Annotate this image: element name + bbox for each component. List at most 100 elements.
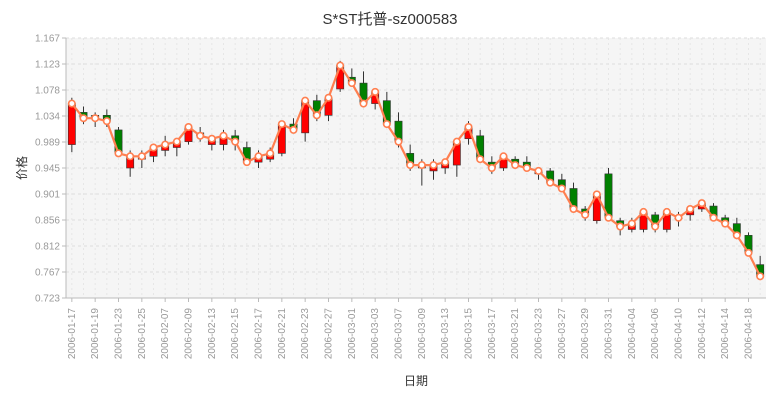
y-tick-label: 1.167 <box>35 34 60 45</box>
close-point <box>347 79 356 88</box>
close-point <box>441 158 450 167</box>
x-tick-label: 2006-01-17 <box>67 308 78 360</box>
x-tick-label: 2006-02-13 <box>207 308 218 360</box>
close-point <box>231 137 240 146</box>
close-point <box>499 152 508 161</box>
close-point <box>406 161 415 170</box>
x-tick-label: 2006-03-31 <box>604 308 615 360</box>
close-point <box>756 272 765 281</box>
close-point <box>674 213 683 222</box>
candle-body <box>67 103 76 145</box>
close-point <box>522 164 531 173</box>
x-tick-label: 2006-02-27 <box>324 308 335 360</box>
close-point <box>184 123 193 132</box>
y-axis-label: 价格 <box>14 156 29 180</box>
close-point <box>219 131 228 140</box>
y-tick-label: 0.945 <box>35 164 60 175</box>
close-point <box>371 87 380 96</box>
x-tick-label: 2006-01-25 <box>137 308 148 360</box>
close-point <box>546 178 555 187</box>
x-axis-label: 日期 <box>404 374 428 388</box>
close-point <box>476 155 485 164</box>
x-tick-label: 2006-03-17 <box>487 308 498 360</box>
x-tick-label: 2006-04-04 <box>627 308 638 360</box>
x-tick-label: 2006-02-09 <box>184 308 195 360</box>
close-point <box>196 131 205 140</box>
x-tick-label: 2006-03-07 <box>394 308 405 360</box>
close-point <box>336 61 345 70</box>
close-point <box>394 137 403 146</box>
close-point <box>697 199 706 208</box>
y-tick-label: 0.767 <box>35 268 60 279</box>
y-tick-label: 1.123 <box>35 60 60 71</box>
close-point <box>557 184 566 193</box>
close-point <box>359 99 368 108</box>
x-tick-label: 2006-02-07 <box>160 308 171 360</box>
x-tick-label: 2006-02-23 <box>300 308 311 360</box>
x-tick-label: 2006-04-12 <box>697 308 708 360</box>
x-tick-label: 2006-03-01 <box>347 308 358 360</box>
close-point <box>91 114 100 123</box>
close-point <box>744 248 753 257</box>
x-tick-label: 2006-04-06 <box>650 308 661 360</box>
close-point <box>417 161 426 170</box>
y-tick-label: 0.856 <box>35 216 60 227</box>
close-point <box>429 161 438 170</box>
close-point <box>592 190 601 199</box>
close-point <box>452 137 461 146</box>
close-point <box>102 117 111 126</box>
close-point <box>639 207 648 216</box>
close-point <box>67 99 76 108</box>
x-tick-label: 2006-03-03 <box>370 308 381 360</box>
close-point <box>289 125 298 134</box>
close-point <box>616 222 625 231</box>
y-tick-label: 0.812 <box>35 242 60 253</box>
close-point <box>464 123 473 132</box>
x-tick-label: 2006-01-19 <box>90 308 101 360</box>
close-point <box>266 149 275 158</box>
x-tick-label: 2006-03-15 <box>464 308 475 360</box>
close-point <box>242 158 251 167</box>
close-point <box>172 137 181 146</box>
close-point <box>207 134 216 143</box>
x-tick-label: 2006-04-10 <box>674 308 685 360</box>
x-tick-label: 2006-02-17 <box>254 308 265 360</box>
chart-title: S*ST托普-sz000583 <box>322 11 458 28</box>
x-tick-label: 2006-03-29 <box>580 308 591 360</box>
close-point <box>79 114 88 123</box>
y-tick-label: 0.901 <box>35 190 60 201</box>
y-tick-label: 1.078 <box>35 86 60 97</box>
close-point <box>324 93 333 102</box>
close-point <box>487 164 496 173</box>
close-point <box>604 213 613 222</box>
close-point <box>534 166 543 175</box>
x-tick-label: 2006-04-18 <box>744 308 755 360</box>
close-point <box>277 120 286 129</box>
close-point <box>301 96 310 105</box>
y-tick-label: 0.723 <box>35 294 60 305</box>
x-tick-label: 2006-03-23 <box>534 308 545 360</box>
close-point <box>114 149 123 158</box>
close-point <box>569 204 578 213</box>
close-point <box>627 219 636 228</box>
y-axis: 1.167 1.123 1.078 1.034 0.989 0.945 0.901 0.856… <box>35 34 67 305</box>
x-tick-label: 2006-02-21 <box>277 308 288 360</box>
x-tick-label: 2006-03-09 <box>417 308 428 360</box>
x-tick-label: 2006-02-15 <box>230 308 241 360</box>
close-point <box>651 222 660 231</box>
close-point <box>149 143 158 152</box>
close-point <box>662 207 671 216</box>
x-tick-label: 2006-03-13 <box>440 308 451 360</box>
close-price-points <box>67 61 765 281</box>
close-point <box>254 152 263 161</box>
close-point <box>137 152 146 161</box>
y-tick-label: 0.989 <box>35 138 60 149</box>
x-tick-label: 2006-04-14 <box>720 308 731 360</box>
x-tick-label: 2006-01-23 <box>114 308 125 360</box>
close-point <box>721 219 730 228</box>
close-point <box>312 111 321 120</box>
close-point <box>382 120 391 129</box>
x-tick-label: 2006-03-27 <box>557 308 568 360</box>
close-point <box>709 213 718 222</box>
